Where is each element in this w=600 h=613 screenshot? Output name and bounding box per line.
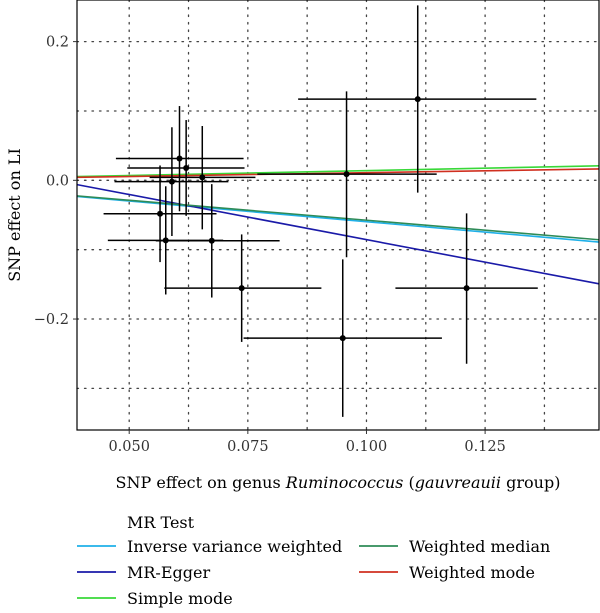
data-point [115, 106, 244, 212]
y-tick-label: 0.0 [46, 173, 69, 189]
x-tick-label: 0.100 [346, 439, 388, 455]
data-point [243, 259, 442, 417]
data-point [114, 127, 229, 237]
data-point [127, 120, 245, 216]
legend-label: Weighted mode [409, 563, 535, 582]
legend: MR Test Inverse variance weighted MR-Egge… [77, 513, 550, 608]
data-point [257, 91, 437, 258]
legend-item: Simple mode [77, 589, 233, 608]
point-marker [157, 210, 164, 217]
data-point [155, 184, 280, 298]
regression-lines [76, 165, 600, 285]
data-point [298, 5, 537, 193]
x-axis-label: SNP effect on genus Ruminococcus (gauvre… [116, 473, 561, 492]
point-marker [238, 285, 245, 292]
legend-label: Inverse variance weighted [127, 537, 342, 556]
y-tick-label: 0.2 [46, 35, 69, 51]
line-weighted-mode [76, 168, 600, 179]
legend-item: Weighted mode [359, 563, 535, 582]
point-marker [183, 164, 190, 171]
plot-border [76, 0, 600, 431]
point-marker [343, 171, 350, 178]
x-axis-label-part: group) [501, 473, 560, 492]
data-point [164, 234, 322, 342]
x-axis-label-part: SNP effect on genus [116, 473, 286, 492]
legend-item: Weighted median [359, 537, 550, 556]
data-point [149, 126, 256, 230]
line-simple-mode [76, 165, 600, 178]
y-tick-label: −0.2 [34, 312, 69, 328]
legend-title: MR Test [127, 513, 195, 532]
grid-lines [76, 0, 600, 431]
legend-label: Simple mode [127, 589, 233, 608]
point-marker [208, 237, 215, 244]
x-tick-label: 0.125 [464, 439, 506, 455]
x-axis-label-part: ( [403, 473, 414, 492]
data-point [103, 165, 217, 263]
legend-item: Inverse variance weighted [77, 537, 342, 556]
point-marker [176, 155, 183, 162]
x-tick-label: 0.075 [227, 439, 269, 455]
x-axis-label-part: gauvreauii [415, 473, 501, 492]
line-inverse-variance-weighted [76, 195, 600, 243]
line-mr-egger [76, 183, 600, 285]
data-points [103, 5, 538, 417]
x-axis-ticks: 0.050 0.075 0.100 0.125 [108, 430, 506, 455]
point-marker [339, 335, 346, 342]
x-tick-label: 0.050 [108, 439, 150, 455]
x-axis-label-part: Ruminococcus [285, 473, 404, 492]
legend-item: MR-Egger [77, 563, 210, 582]
legend-label: Weighted median [409, 537, 550, 556]
point-marker [414, 96, 421, 103]
point-marker [168, 178, 175, 185]
line-weighted-median [76, 195, 600, 241]
y-axis-ticks: 0.2 0.0 −0.2 [34, 35, 77, 328]
legend-label: MR-Egger [127, 563, 210, 582]
point-marker [463, 285, 470, 292]
y-axis-label: SNP effect on LI [5, 148, 24, 282]
point-marker [199, 174, 206, 181]
data-point [395, 213, 538, 364]
